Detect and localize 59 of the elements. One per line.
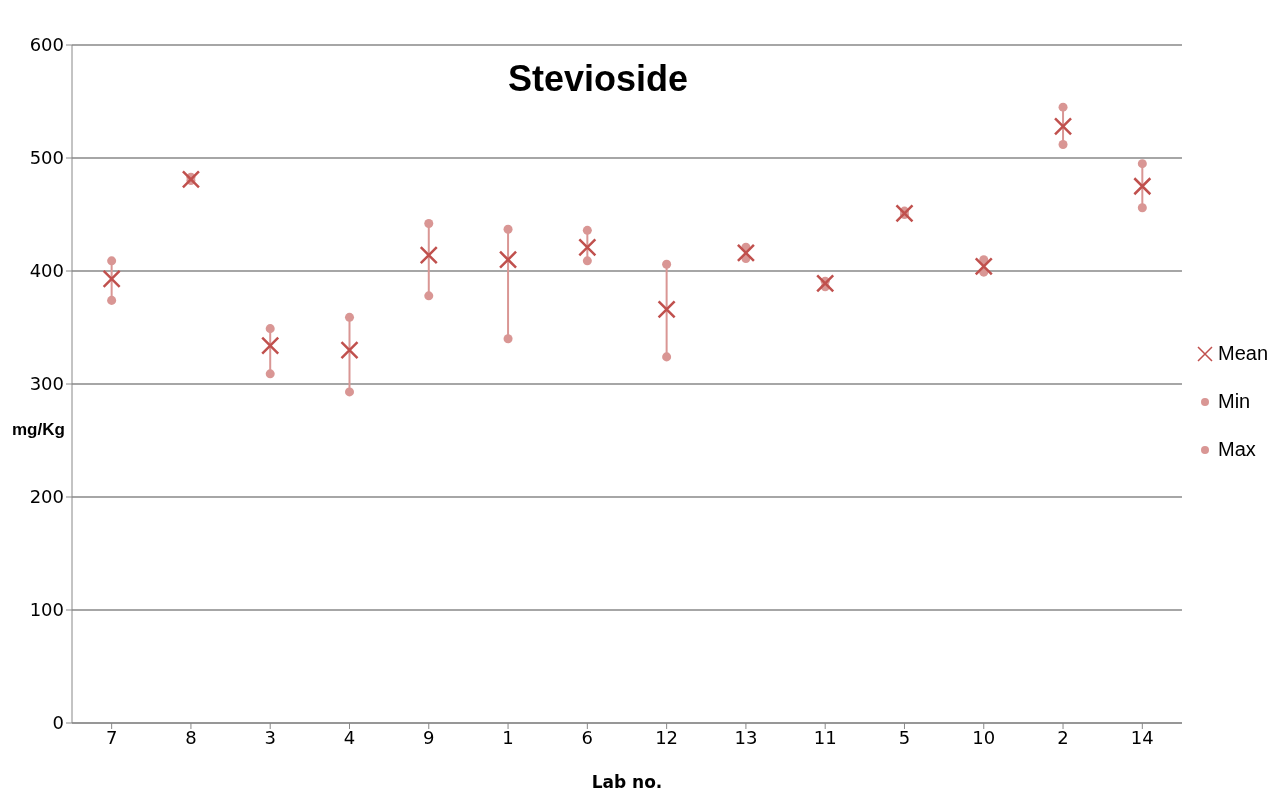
x-tick-label: 13 [734,726,758,748]
legend-label: Min [1217,390,1251,413]
point [1053,117,1073,136]
point [578,238,597,257]
x-tick-label: 10 [972,726,996,748]
x-tick-label: 8 [185,726,197,748]
x-tick-label: 2 [1057,726,1069,748]
point [1137,203,1147,213]
legend-label: Mean [1217,342,1268,365]
x-tick-label: 12 [655,726,679,748]
y-axis-title: mg/Kg [12,420,65,440]
point [662,352,672,362]
point [582,225,592,235]
y-tick-label: 500 [29,147,64,169]
point [736,243,756,263]
x-tick-label: 7 [105,726,118,748]
point [1133,177,1152,196]
point [503,224,513,234]
point [424,291,434,301]
y-tick-label: 300 [29,373,64,395]
legend-label: Max [1217,438,1256,461]
point [1137,159,1147,169]
x-tick-label: 11 [813,726,837,748]
y-tick-label: 400 [29,260,64,282]
x-tick-label: 9 [423,726,435,748]
point [419,245,439,265]
point [107,295,117,305]
point [265,369,275,379]
point [265,324,275,334]
point [815,274,835,293]
point [102,269,121,289]
point [582,256,592,266]
x-tick-label: 6 [581,726,594,748]
point [503,334,513,344]
point [344,387,355,397]
point [657,300,676,319]
point [107,256,117,266]
x-tick-label: 1 [502,726,514,748]
y-tick-label: 600 [29,34,64,56]
point [498,250,518,269]
chart-title: Stevioside [508,58,689,100]
y-tick-label: 200 [29,486,64,508]
x-tick-label: 4 [343,726,356,748]
x-tick-label: 14 [1130,726,1154,748]
point [181,170,201,189]
x-axis-title: Lab no. [591,772,663,792]
point [1058,139,1068,149]
point [662,259,672,269]
point [260,336,280,355]
point [424,219,434,229]
y-tick-label: 100 [29,599,64,621]
point [895,204,914,223]
x-tick-label: 5 [898,726,911,748]
point [344,312,355,322]
point [340,340,359,360]
y-tick-label: 0 [52,712,64,734]
point [974,257,994,276]
x-tick-label: 3 [264,726,276,748]
point [1058,102,1068,112]
